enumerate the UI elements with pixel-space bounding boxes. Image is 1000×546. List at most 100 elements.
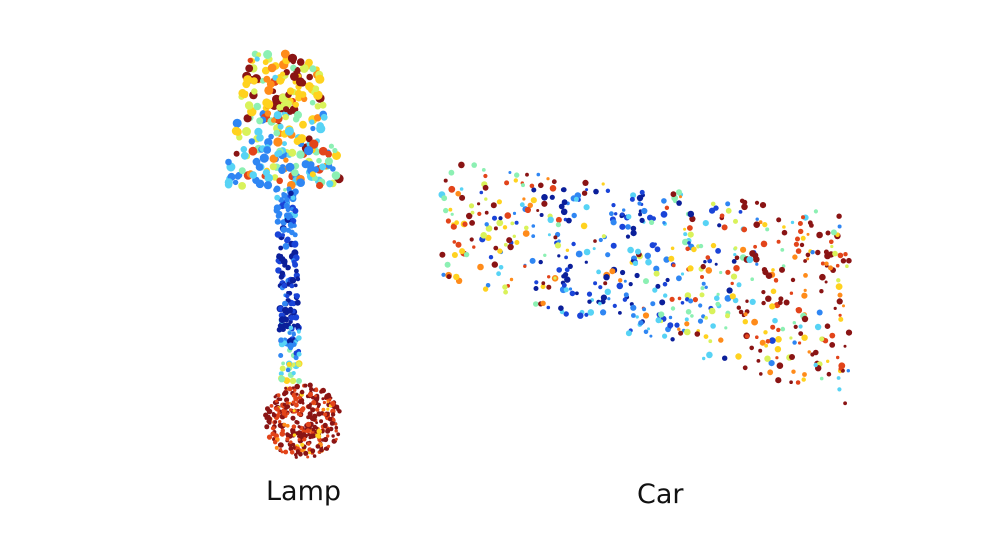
lamp-base-point [316, 433, 322, 439]
car-point [765, 295, 772, 302]
car-point [683, 232, 688, 237]
lamp-shade-point [283, 106, 290, 113]
lamp-base-point [320, 387, 326, 394]
car-point [623, 279, 627, 283]
car-point [620, 212, 624, 217]
car-point [670, 246, 675, 251]
lamp-pole-point [278, 376, 285, 383]
lamp-pole-point [281, 282, 287, 289]
lamp-base-point [335, 437, 338, 441]
lamp-base-point [291, 400, 296, 405]
car-point [703, 260, 707, 264]
car-point [514, 220, 519, 225]
car-point [601, 182, 605, 186]
car-point-cloud [438, 161, 853, 406]
car-point [469, 220, 475, 226]
car-point [522, 230, 530, 237]
lamp-base-point [315, 421, 318, 425]
lamp-shade-point [256, 134, 264, 142]
car-point [828, 265, 833, 271]
car-point [705, 267, 713, 274]
lamp-pole-point [285, 264, 291, 271]
car-point [514, 240, 520, 245]
lamp-base-point [321, 397, 325, 401]
lamp-base-point [299, 407, 305, 413]
car-point [632, 260, 639, 266]
car-point [704, 285, 708, 289]
car-point [697, 318, 704, 324]
car-point [462, 221, 468, 227]
car-point [496, 219, 504, 227]
car-point [730, 273, 738, 280]
car-point [534, 280, 539, 285]
lamp-base-point [273, 420, 278, 424]
car-point [625, 330, 632, 337]
car-point [776, 217, 782, 223]
car-point [524, 206, 532, 214]
car-point [671, 263, 676, 268]
car-point [707, 258, 713, 264]
car-point [767, 369, 774, 376]
lamp-shade-point [292, 115, 300, 123]
lamp-base-point [322, 422, 328, 428]
car-point [658, 311, 665, 318]
lamp-base-point [306, 404, 312, 410]
lamp-base-point [309, 433, 315, 439]
lamp-shade-point [319, 101, 327, 109]
car-point [662, 221, 666, 225]
car-point [654, 246, 661, 253]
car-point [538, 182, 544, 189]
lamp-base-point [300, 436, 304, 439]
car-point [525, 172, 529, 177]
car-point [716, 292, 720, 296]
car-point [702, 220, 709, 227]
car-point [581, 190, 588, 196]
car-point [846, 257, 852, 264]
lamp-pole-point [274, 218, 281, 225]
car-point [687, 241, 691, 245]
car-point [843, 401, 847, 406]
car-point [547, 233, 551, 237]
lamp-shade-point [309, 171, 316, 178]
car-point [714, 295, 720, 302]
lamp-pole-point [288, 345, 294, 351]
car-point [522, 197, 526, 201]
car-point [677, 327, 681, 331]
car-point [484, 197, 488, 201]
car-point [789, 380, 793, 385]
car-point [837, 387, 842, 392]
lamp-base-point [334, 425, 339, 430]
car-point [750, 277, 754, 282]
car-point [687, 225, 693, 231]
lamp-pole-point [275, 204, 282, 211]
car-point [799, 242, 805, 248]
car-point [653, 242, 657, 246]
lamp-base-point [305, 421, 312, 428]
lamp-base-point [293, 388, 297, 392]
car-point [541, 281, 546, 286]
lamp-base-point [285, 401, 289, 405]
car-point [573, 196, 579, 202]
lamp-base-point [308, 451, 312, 455]
car-point [795, 380, 801, 385]
car-point [736, 305, 741, 310]
car-point [706, 351, 713, 359]
lamp-shade-point [306, 73, 314, 81]
car-point [745, 299, 749, 303]
car-point [667, 322, 674, 329]
lamp-base-point [289, 450, 295, 455]
car-point [506, 237, 513, 244]
car-point [446, 274, 452, 280]
car-point [448, 185, 456, 193]
lamp-shade-point [280, 71, 286, 77]
lamp-base-point [309, 387, 314, 392]
car-point [734, 255, 740, 261]
car-point [533, 286, 539, 291]
car-point [567, 263, 573, 269]
car-point [691, 246, 697, 253]
car-point [481, 168, 486, 172]
car-point [815, 249, 821, 256]
lamp-pole-point [294, 323, 301, 329]
car-point [484, 222, 489, 227]
lamp-base-point [337, 409, 342, 414]
